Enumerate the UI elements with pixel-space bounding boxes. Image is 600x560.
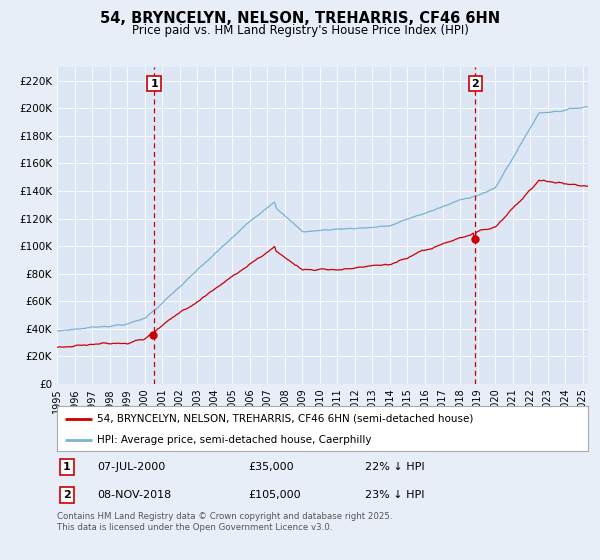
Text: 2: 2 [472, 79, 479, 88]
Text: Contains HM Land Registry data © Crown copyright and database right 2025.
This d: Contains HM Land Registry data © Crown c… [57, 512, 392, 532]
Text: HPI: Average price, semi-detached house, Caerphilly: HPI: Average price, semi-detached house,… [97, 435, 371, 445]
Text: 54, BRYNCELYN, NELSON, TREHARRIS, CF46 6HN (semi-detached house): 54, BRYNCELYN, NELSON, TREHARRIS, CF46 6… [97, 413, 473, 423]
Text: Price paid vs. HM Land Registry's House Price Index (HPI): Price paid vs. HM Land Registry's House … [131, 24, 469, 36]
Text: £35,000: £35,000 [248, 462, 294, 472]
Text: 1: 1 [150, 79, 158, 88]
Text: 2: 2 [62, 490, 70, 500]
Text: 22% ↓ HPI: 22% ↓ HPI [365, 462, 425, 472]
Text: 54, BRYNCELYN, NELSON, TREHARRIS, CF46 6HN: 54, BRYNCELYN, NELSON, TREHARRIS, CF46 6… [100, 11, 500, 26]
Text: £105,000: £105,000 [248, 490, 301, 500]
Text: 23% ↓ HPI: 23% ↓ HPI [365, 490, 424, 500]
Text: 08-NOV-2018: 08-NOV-2018 [97, 490, 171, 500]
Text: 1: 1 [62, 462, 70, 472]
Text: 07-JUL-2000: 07-JUL-2000 [97, 462, 165, 472]
